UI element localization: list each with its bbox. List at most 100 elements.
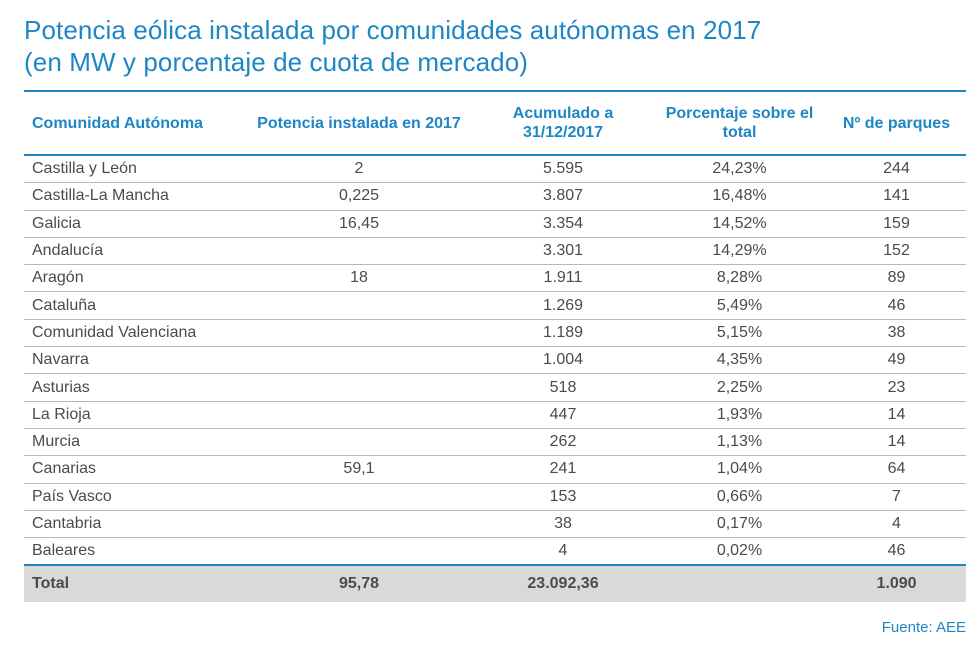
- cell-parques: 152: [883, 242, 910, 260]
- total-parques: 1.090: [876, 575, 917, 593]
- cell-porcentaje: 16,48%: [712, 187, 767, 205]
- column-header-comunidad: Comunidad Autónoma: [32, 114, 203, 132]
- cell-comunidad: Navarra: [32, 351, 89, 369]
- table-row: Navarra 1.004 4,35% 49: [24, 347, 966, 374]
- cell-porcentaje: 14,29%: [712, 242, 767, 260]
- cell-potencia: [244, 428, 474, 455]
- cell-potencia: [244, 319, 474, 346]
- table-row: Murcia 262 1,13% 14: [24, 428, 966, 456]
- cell-comunidad: Aragón: [32, 269, 84, 287]
- table-row: País Vasco 153 0,66% 7: [24, 483, 966, 511]
- cell-comunidad: Asturias: [32, 378, 90, 396]
- table-row: Andalucía 3.301 14,29% 152: [24, 237, 966, 265]
- total-porcentaje: [652, 565, 827, 602]
- cell-potencia: [244, 401, 474, 428]
- cell-acumulado: 1.004: [542, 351, 584, 369]
- cell-porcentaje: 0,17%: [716, 515, 763, 532]
- cell-porcentaje: 5,15%: [716, 323, 763, 341]
- cell-porcentaje: 24,23%: [712, 160, 767, 178]
- cell-acumulado: 241: [549, 460, 577, 478]
- table-row: Canarias 59,1 241 1,04% 64: [24, 456, 966, 484]
- column-header-acumulado: Acumulado a 31/12/2017: [512, 105, 614, 141]
- cell-parques: 46: [887, 296, 906, 314]
- cell-parques: 7: [892, 487, 901, 505]
- cell-parques: 4: [892, 515, 901, 532]
- cell-parques: 244: [883, 160, 910, 178]
- cell-comunidad: Cataluña: [32, 296, 97, 314]
- cell-acumulado: 1.911: [543, 269, 583, 287]
- table-row: Comunidad Valenciana 1.189 5,15% 38: [24, 319, 966, 347]
- cell-parques: 89: [887, 269, 906, 287]
- cell-acumulado: 262: [549, 433, 577, 451]
- total-potencia: 95,78: [338, 575, 380, 593]
- cell-comunidad: La Rioja: [32, 405, 91, 423]
- chart-title: Potencia eólica instalada por comunidade…: [24, 14, 761, 78]
- cell-potencia: [244, 374, 474, 401]
- cell-acumulado: 447: [549, 405, 577, 423]
- table-header: Comunidad Autónoma Potencia instalada en…: [24, 91, 966, 155]
- cell-comunidad: País Vasco: [32, 487, 112, 505]
- header-row: Comunidad Autónoma Potencia instalada en…: [24, 91, 966, 155]
- source-note: Fuente: AEE: [881, 619, 966, 636]
- table-row: Galicia 16,45 3.354 14,52% 159: [24, 210, 966, 238]
- column-header-porcentaje: Porcentaje sobre el total: [665, 105, 814, 141]
- cell-comunidad: Murcia: [32, 433, 81, 451]
- cell-porcentaje: 8,28%: [716, 269, 763, 287]
- cell-porcentaje: 1,04%: [716, 460, 763, 478]
- cell-potencia: 16,45: [338, 214, 380, 232]
- cell-acumulado: 38: [554, 515, 572, 532]
- cell-potencia: [244, 483, 474, 510]
- table-row: Baleares 4 0,02% 46: [24, 538, 966, 566]
- column-header-potencia: Potencia instalada en 2017: [257, 114, 461, 132]
- cell-potencia: 18: [350, 269, 368, 287]
- cell-acumulado: 5.595: [542, 160, 584, 178]
- cell-porcentaje: 2,25%: [716, 378, 763, 396]
- cell-comunidad: Andalucía: [32, 242, 104, 260]
- table-body: Castilla y León 2 5.595 24,23% 244 Castilla-L…: [24, 155, 966, 566]
- cell-parques: 38: [887, 323, 906, 341]
- table-row: La Rioja 447 1,93% 14: [24, 401, 966, 429]
- cell-comunidad: Cantabria: [32, 515, 102, 532]
- cell-acumulado: 1.269: [542, 296, 584, 314]
- cell-comunidad: Castilla y León: [32, 160, 137, 178]
- cell-potencia: 0,225: [338, 187, 380, 205]
- cell-potencia: [244, 510, 474, 537]
- table-row: Cantabria 38 0,17% 4: [24, 510, 966, 538]
- data-table: Comunidad Autónoma Potencia instalada en…: [24, 90, 966, 603]
- cell-porcentaje: 0,02%: [716, 542, 763, 560]
- cell-comunidad: Galicia: [32, 214, 81, 232]
- cell-parques: 46: [887, 542, 906, 560]
- cell-acumulado: 3.301: [542, 242, 584, 260]
- table-row: Cataluña 1.269 5,49% 46: [24, 292, 966, 320]
- cell-parques: 159: [883, 214, 910, 232]
- cell-parques: 23: [887, 378, 906, 396]
- cell-parques: 49: [887, 351, 906, 369]
- cell-comunidad: Canarias: [32, 460, 97, 478]
- table-footer: Total 95,78 23.092,36 1.090: [24, 565, 966, 603]
- cell-acumulado: 3.807: [542, 187, 584, 205]
- cell-potencia: [244, 237, 474, 264]
- cell-acumulado: 518: [549, 378, 577, 396]
- total-acumulado: 23.092,36: [527, 575, 599, 593]
- cell-acumulado: 4: [558, 542, 568, 560]
- cell-comunidad: Castilla-La Mancha: [32, 187, 169, 205]
- cell-porcentaje: 14,52%: [712, 214, 767, 232]
- cell-acumulado: 1.189: [542, 323, 584, 341]
- cell-parques: 141: [883, 187, 910, 205]
- table-row: Castilla-La Mancha 0,225 3.807 16,48% 141: [24, 183, 966, 211]
- cell-parques: 14: [887, 405, 906, 423]
- cell-porcentaje: 4,35%: [716, 351, 763, 369]
- table-row: Castilla y León 2 5.595 24,23% 244: [24, 155, 966, 183]
- cell-potencia: 2: [354, 160, 364, 178]
- cell-potencia: [244, 292, 474, 319]
- title-line-1: Potencia eólica instalada por comunidade…: [24, 15, 762, 45]
- table-row: Aragón 18 1.911 8,28% 89: [24, 265, 966, 292]
- total-label: Total: [32, 575, 70, 593]
- cell-acumulado: 3.354: [542, 214, 584, 232]
- total-row: Total 95,78 23.092,36 1.090: [24, 565, 966, 603]
- data-table-container: Comunidad Autónoma Potencia instalada en…: [24, 90, 966, 603]
- cell-parques: 14: [887, 433, 906, 451]
- cell-potencia: [244, 538, 474, 566]
- cell-porcentaje: 5,49%: [716, 296, 763, 314]
- cell-porcentaje: 1,93%: [716, 405, 763, 423]
